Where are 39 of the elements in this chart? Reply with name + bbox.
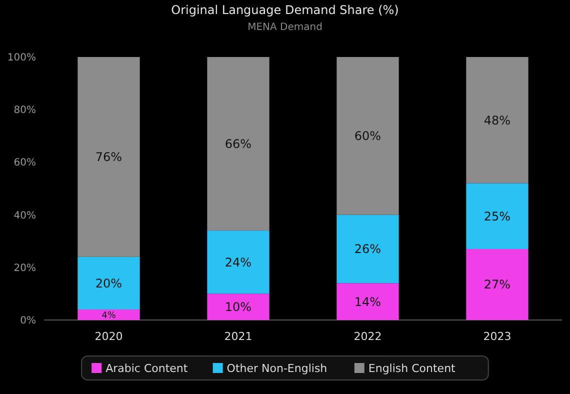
x-tick-label: 2022 <box>354 330 382 343</box>
bar <box>466 57 528 184</box>
bar <box>207 230 270 294</box>
data-label: 14% <box>354 294 382 309</box>
data-label: 26% <box>354 242 382 256</box>
data-label: 20% <box>95 276 122 290</box>
data-label: 60% <box>354 129 382 144</box>
bar <box>336 57 399 215</box>
bar <box>78 309 140 320</box>
y-tick-label: 100% <box>7 52 36 64</box>
bar <box>78 256 140 310</box>
legend-label: Arabic Content <box>106 362 188 375</box>
data-label: 76% <box>95 150 122 164</box>
data-label: 24% <box>224 255 252 270</box>
y-tick-label: 60% <box>14 158 36 169</box>
bar <box>207 294 270 320</box>
y-tick-label: 20% <box>14 262 36 274</box>
data-label: 27% <box>484 278 511 292</box>
data-label: 4% <box>102 310 116 321</box>
bar <box>207 57 270 231</box>
bar <box>336 214 399 284</box>
bar <box>466 183 528 249</box>
chart-subtitle: MENA Demand <box>248 22 322 33</box>
y-tick-label: 40% <box>14 210 36 222</box>
data-label: 10% <box>224 300 252 314</box>
bar <box>78 57 140 257</box>
data-label: 48% <box>484 113 511 128</box>
bar <box>466 248 528 320</box>
legend-label: Other Non-English <box>226 362 328 375</box>
data-label: 25% <box>484 209 511 224</box>
x-tick-label: 2023 <box>483 330 512 343</box>
data-label: 66% <box>224 136 252 151</box>
y-tick-label: 80% <box>14 105 36 116</box>
bar <box>336 283 399 320</box>
chart-title: Original Language Demand Share (%) <box>171 3 399 17</box>
legend-label: English Content <box>368 362 456 375</box>
x-tick-label: 2020 <box>94 330 123 343</box>
y-tick-label: 0% <box>20 316 36 326</box>
x-tick-label: 2021 <box>224 330 252 343</box>
